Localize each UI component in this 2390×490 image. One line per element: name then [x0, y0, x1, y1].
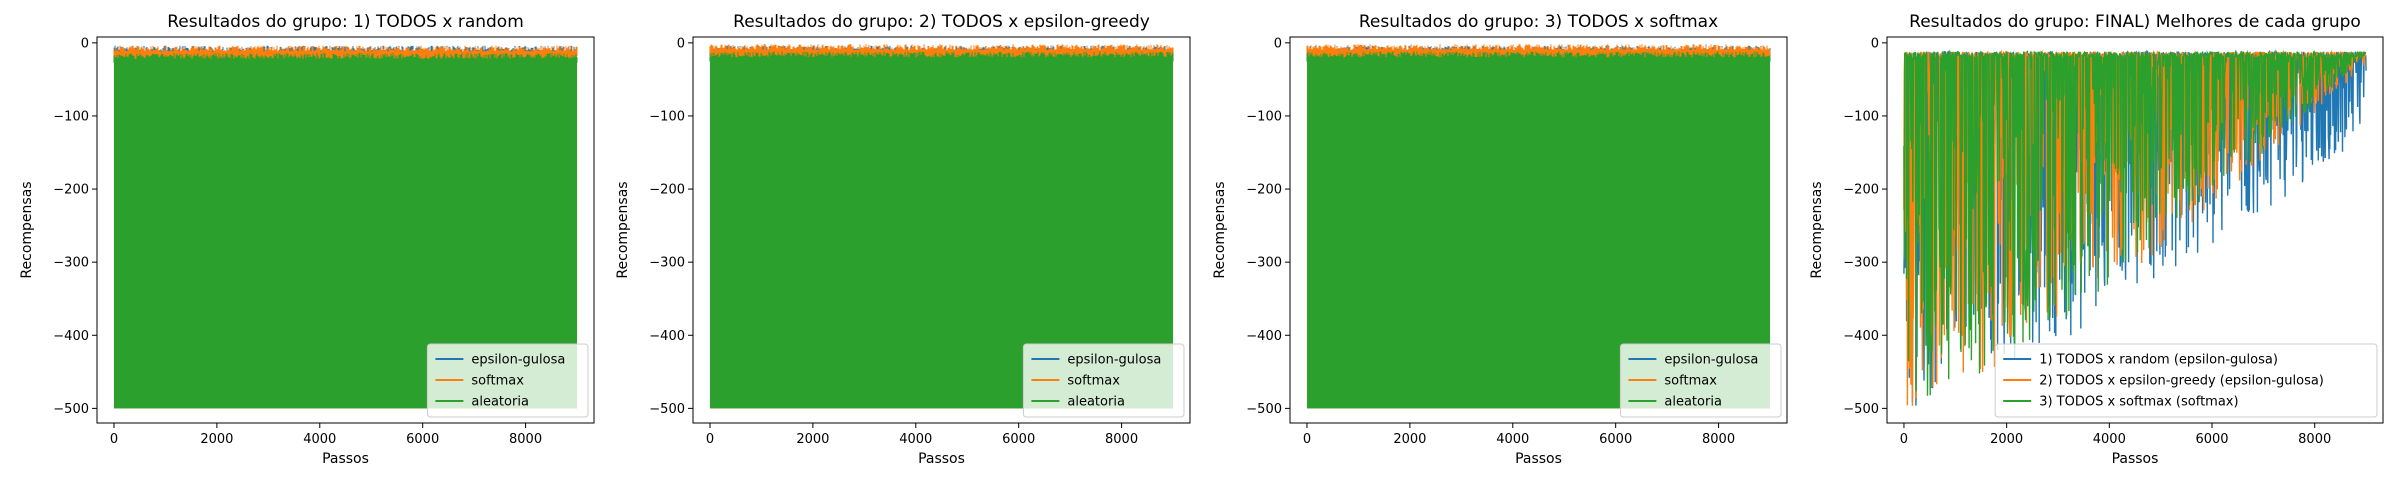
y-tick-label: −300 [1843, 256, 1879, 271]
x-tick-label: 8000 [1702, 432, 1735, 447]
legend-entry: softmax [1664, 374, 1717, 389]
x-axis-label: Passos [2112, 451, 2159, 467]
legend-entry: epsilon-gulosa [471, 353, 565, 368]
y-tick-label: −500 [1246, 402, 1282, 417]
axes-frame [1289, 36, 1788, 424]
x-tick-label: 8000 [2298, 432, 2331, 447]
x-tick-label: 4000 [2093, 432, 2126, 447]
x-tick-label: 0 [706, 432, 714, 447]
y-tick-label: −500 [53, 402, 89, 417]
y-tick-label: −400 [53, 329, 89, 344]
x-tick-label: 4000 [303, 432, 336, 447]
legend-entry: 3) TODOS x softmax (softmax) [2039, 395, 2238, 410]
y-tick-label: 0 [1871, 36, 1879, 51]
y-tick-label: −300 [649, 256, 685, 271]
y-tick-label: −500 [1843, 402, 1879, 417]
x-tick-label: 2000 [1990, 432, 2023, 447]
chart-title: Resultados do grupo: 1) TODOS x random [167, 12, 524, 32]
series-line [1903, 49, 2367, 396]
y-tick-label: −300 [1246, 256, 1282, 271]
axes-frame [692, 36, 1191, 424]
chart-4: 0 2000 4000 6000 8000 0 −100 −200 −300 −400 −500 Re… [1809, 12, 2384, 467]
y-tick-label: 0 [1274, 36, 1282, 51]
series-noise [1306, 51, 1771, 62]
legend-entry: epsilon-gulosa [1664, 353, 1758, 368]
y-tick-label: −100 [53, 109, 89, 124]
legend: epsilon-gulosa softmax aleatoria [1022, 343, 1185, 418]
y-tick-label: 0 [81, 36, 89, 51]
chart-2: 0 2000 4000 6000 8000 0 −100 −200 −300 −400 −500 Re… [615, 12, 1191, 467]
x-tick-label: 6000 [406, 432, 439, 447]
series-noise [1306, 44, 1771, 55]
x-tick-label: 8000 [509, 432, 542, 447]
y-axis-label: Recompensas [615, 181, 631, 278]
legend-entry: 1) TODOS x random (epsilon-gulosa) [2039, 353, 2278, 368]
legend-entry: softmax [471, 374, 524, 389]
y-tick-label: −200 [53, 183, 89, 198]
x-axis-label: Passos [322, 451, 369, 467]
y-tick-label: −400 [1843, 329, 1879, 344]
chart-title: Resultados do grupo: FINAL) Melhores de … [1909, 12, 2361, 32]
y-axis-label: Recompensas [19, 181, 35, 278]
legend-entry: softmax [1067, 374, 1120, 389]
chart-title: Resultados do grupo: 2) TODOS x epsilon-… [733, 12, 1150, 32]
legend-entry: aleatoria [471, 395, 529, 410]
x-axis-label: Passos [918, 451, 965, 467]
plot-area [1903, 49, 2367, 406]
series-noise [113, 53, 578, 63]
legend-box [1994, 343, 2378, 418]
y-tick-label: −400 [1246, 329, 1282, 344]
x-axis-label: Passos [1515, 451, 1562, 467]
x-tick-label: 6000 [1002, 432, 1035, 447]
series-noise [113, 45, 578, 56]
y-tick-label: −200 [649, 183, 685, 198]
legend-entry: epsilon-gulosa [1067, 353, 1161, 368]
x-tick-label: 0 [1303, 432, 1311, 447]
axes-frame [96, 36, 595, 424]
legend-box [1619, 343, 1782, 418]
series-noise [709, 44, 1174, 55]
legend-box [426, 343, 589, 418]
x-tick-label: 2000 [200, 432, 233, 447]
chart-3: 0 2000 4000 6000 8000 0 −100 −200 −300 −400 −500 Re… [1212, 12, 1788, 467]
legend: epsilon-gulosa softmax aleatoria [426, 343, 589, 418]
y-axis-label: Recompensas [1809, 181, 1825, 278]
plot-area [113, 45, 578, 409]
x-tick-label: 0 [110, 432, 118, 447]
y-axis-label: Recompensas [1212, 181, 1228, 278]
y-tick-label: −400 [649, 329, 685, 344]
legend-entry: 2) TODOS x epsilon-greedy (epsilon-gulos… [2039, 374, 2324, 389]
y-tick-label: −200 [1843, 183, 1879, 198]
legend-entry: aleatoria [1664, 395, 1722, 410]
y-tick-label: −100 [649, 109, 685, 124]
legend: 1) TODOS x random (epsilon-gulosa) 2) TOD… [1994, 343, 2378, 418]
series-noise [709, 51, 1174, 62]
series-3 [1903, 49, 2367, 396]
chart-1: 0 2000 4000 6000 8000 0 −100 −200 −300 −400 −500 Re… [19, 12, 595, 467]
x-tick-label: 2000 [796, 432, 829, 447]
x-tick-label: 8000 [1105, 432, 1138, 447]
x-tick-label: 4000 [899, 432, 932, 447]
axes-frame [1886, 36, 2384, 424]
y-tick-label: 0 [677, 36, 685, 51]
legend: epsilon-gulosa softmax aleatoria [1619, 343, 1782, 418]
x-tick-label: 6000 [2195, 432, 2228, 447]
x-tick-label: 4000 [1496, 432, 1529, 447]
x-tick-label: 2000 [1393, 432, 1426, 447]
y-tick-label: −100 [1246, 109, 1282, 124]
legend-box [1022, 343, 1185, 418]
chart-title: Resultados do grupo: 3) TODOS x softmax [1359, 12, 1718, 32]
x-tick-label: 0 [1900, 432, 1908, 447]
y-tick-label: −300 [53, 256, 89, 271]
y-tick-label: −200 [1246, 183, 1282, 198]
legend-entry: aleatoria [1067, 395, 1125, 410]
y-tick-label: −500 [649, 402, 685, 417]
x-tick-label: 6000 [1599, 432, 1632, 447]
y-tick-label: −100 [1843, 109, 1879, 124]
